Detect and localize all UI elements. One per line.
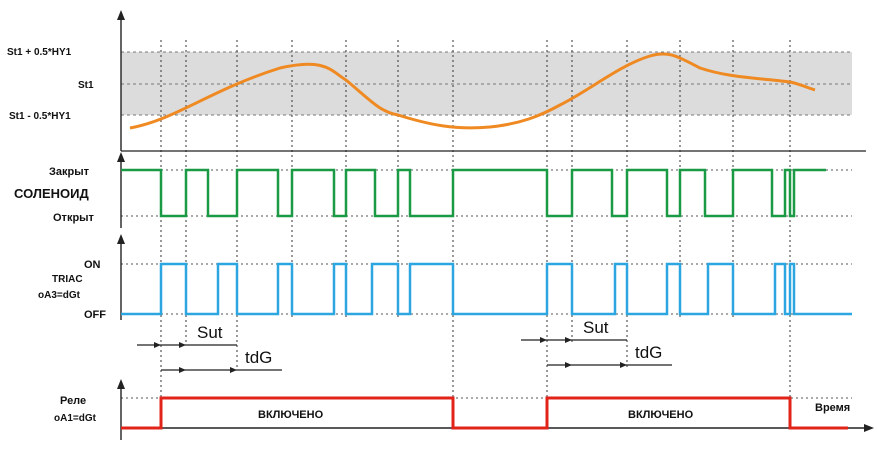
hysteresis-lower-label: St1 - 0.5*HY1 [9, 111, 71, 122]
solenoid-signal [121, 168, 826, 218]
triac-name-line2: oA3=dGt [38, 290, 81, 301]
relay-name-line1: Реле [60, 395, 86, 407]
relay-signal [121, 396, 848, 430]
triac-name-line1: TRIAC [52, 274, 83, 285]
solenoid-name-label: СОЛЕНОИД [14, 186, 89, 201]
temperature-curve [129, 52, 816, 130]
solenoid-open-label: Открыт [53, 212, 95, 224]
triac-on-label: ON [84, 259, 101, 271]
tdg-label-2: tdG [635, 343, 662, 362]
triac-signal [121, 262, 852, 316]
relay-on-text-1: ВКЛЮЧЕНО [258, 409, 324, 421]
time-axis-label: Время [815, 402, 850, 414]
state-level-lines [121, 169, 852, 399]
relay-name-line2: oA1=dGt [54, 413, 97, 424]
solenoid-closed-label: Закрыт [49, 166, 90, 178]
sut-label-1: Sut [197, 323, 223, 342]
relay-on-text-2: ВКЛЮЧЕНО [628, 409, 694, 421]
triac-off-label: OFF [84, 309, 106, 321]
tdg-label-1: tdG [245, 348, 272, 367]
hysteresis-mid-label: St1 [78, 80, 94, 91]
timing-arrows-1 [137, 342, 282, 373]
sut-label-2: Sut [583, 318, 609, 337]
timing-arrows-2 [521, 337, 672, 368]
hysteresis-upper-label: St1 + 0.5*HY1 [7, 47, 72, 58]
